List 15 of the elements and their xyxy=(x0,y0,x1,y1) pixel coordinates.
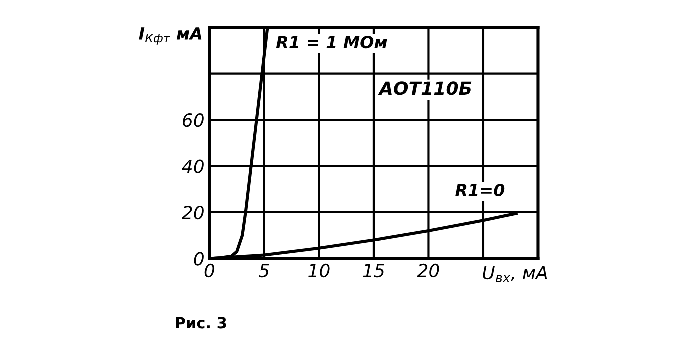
y-tick-label: 20 xyxy=(182,206,204,220)
x-tick-label: 20 xyxy=(417,264,440,278)
series-label: R1=0 xyxy=(456,184,505,197)
x-axis-title: U$_{вх}$, мА xyxy=(483,266,548,282)
series-label: R1 = 1 МОм xyxy=(276,36,388,49)
text: Рис. 3 xyxy=(176,317,226,329)
y-tick-label: 60 xyxy=(183,114,204,128)
annotation: АОТ110Б xyxy=(378,82,472,96)
y-axis-title: I$_{Кфт}$ мА xyxy=(139,28,202,45)
y-tick-label: 40 xyxy=(182,160,204,174)
x-tick-label: 10 xyxy=(308,264,330,278)
x-tick-label: 0 xyxy=(204,264,215,278)
y-tick-label: 0 xyxy=(194,252,204,266)
x-tick-label: 15 xyxy=(363,264,384,278)
x-tick-label: 5 xyxy=(259,264,270,278)
